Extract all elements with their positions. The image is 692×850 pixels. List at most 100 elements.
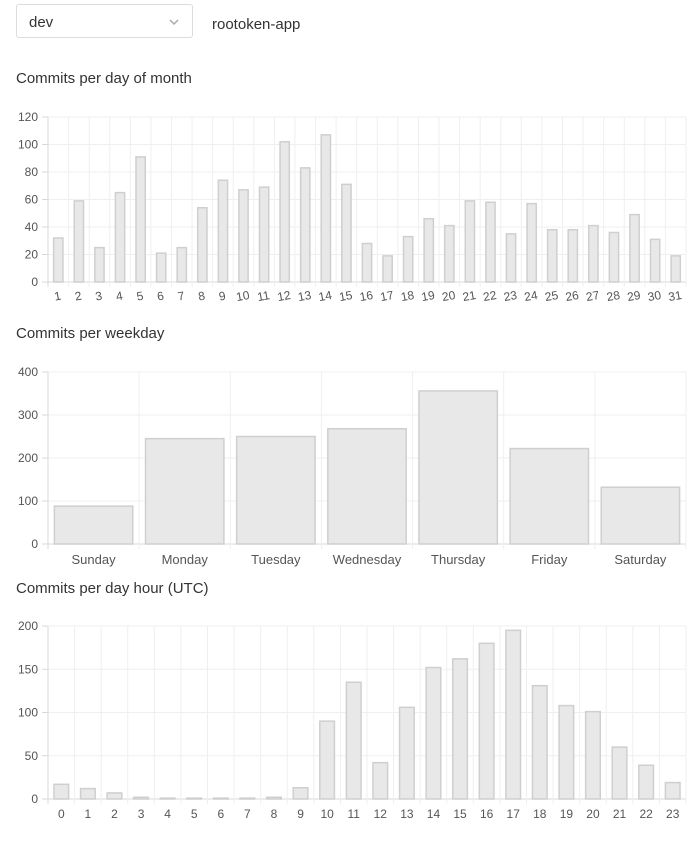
bar[interactable] (186, 797, 203, 800)
x-tick-label: 27 (585, 288, 601, 304)
x-tick-label: 1 (85, 807, 92, 821)
bar[interactable] (176, 246, 188, 283)
bar[interactable] (79, 787, 96, 800)
x-tick-label: Friday (531, 552, 568, 567)
bar[interactable] (425, 666, 442, 800)
x-tick-label: 19 (560, 807, 574, 821)
bar[interactable] (159, 797, 176, 800)
bar[interactable] (53, 505, 134, 545)
bar[interactable] (327, 428, 407, 545)
bar[interactable] (567, 229, 579, 283)
x-tick-label: 30 (647, 288, 663, 304)
bar[interactable] (649, 238, 661, 283)
bar[interactable] (239, 797, 256, 800)
bar[interactable] (212, 797, 229, 800)
bar[interactable] (94, 246, 105, 283)
bar[interactable] (73, 200, 85, 283)
bar[interactable] (629, 213, 640, 283)
x-tick-label: 22 (639, 807, 653, 821)
bar[interactable] (638, 764, 655, 800)
y-tick-label: 120 (18, 110, 38, 124)
bar[interactable] (505, 233, 517, 283)
y-tick-label: 50 (25, 749, 39, 763)
bar[interactable] (53, 783, 70, 800)
x-tick-label: 20 (586, 807, 600, 821)
bar[interactable] (319, 720, 336, 800)
bar[interactable] (372, 761, 389, 800)
chart-title-day-hour: Commits per day hour (UTC) (16, 580, 209, 597)
bar[interactable] (238, 189, 249, 283)
bar[interactable] (478, 642, 495, 800)
bar[interactable] (217, 179, 229, 283)
x-tick-label: 23 (666, 807, 680, 821)
bar[interactable] (382, 255, 393, 283)
bar[interactable] (664, 781, 681, 800)
bar[interactable] (345, 681, 362, 800)
bar[interactable] (135, 156, 146, 283)
x-tick-label: 10 (235, 288, 251, 304)
bar[interactable] (423, 218, 435, 283)
x-tick-label: 24 (523, 288, 539, 304)
bar[interactable] (526, 202, 538, 283)
bar[interactable] (265, 796, 283, 800)
bar[interactable] (132, 796, 150, 800)
bar[interactable] (558, 704, 575, 800)
bar[interactable] (196, 207, 208, 283)
bar[interactable] (398, 706, 415, 800)
bar[interactable] (144, 437, 225, 545)
bar[interactable] (670, 255, 682, 283)
x-tick-label: 14 (317, 288, 333, 304)
bar[interactable] (155, 252, 167, 283)
branch-select[interactable]: dev (16, 4, 193, 38)
bar[interactable] (235, 435, 316, 545)
bar[interactable] (418, 390, 499, 545)
repo-name: rootoken-app (212, 16, 301, 33)
chevron-down-icon (169, 19, 179, 26)
y-tick-label: 200 (18, 451, 38, 465)
bar[interactable] (299, 167, 311, 283)
y-tick-label: 40 (25, 220, 39, 234)
x-tick-label: 9 (297, 807, 304, 821)
x-tick-label: 6 (156, 289, 165, 304)
bar[interactable] (485, 201, 496, 283)
bar[interactable] (292, 787, 309, 800)
bar[interactable] (531, 684, 548, 800)
bar[interactable] (464, 200, 476, 283)
bar[interactable] (451, 658, 469, 800)
branch-select-value: dev (29, 14, 54, 31)
x-tick-label: 11 (256, 288, 271, 304)
chart-commits-per-weekday: 0 100 200 300 400 Sunday Monday Tuesday Wednesda… (18, 365, 687, 567)
bar[interactable] (509, 447, 590, 545)
x-tick-label: 19 (420, 288, 436, 304)
bar[interactable] (361, 242, 373, 283)
bar[interactable] (443, 224, 455, 283)
y-tick-label: 300 (18, 408, 38, 422)
x-tick-label: 25 (544, 288, 560, 304)
bar[interactable] (341, 183, 352, 283)
bar[interactable] (505, 629, 522, 800)
x-tick-label: 3 (94, 289, 103, 304)
x-tick-label: Saturday (614, 552, 667, 567)
x-tick-label: Wednesday (333, 552, 402, 567)
bar[interactable] (608, 231, 620, 283)
bar[interactable] (106, 792, 123, 800)
y-tick-label: 200 (18, 619, 38, 633)
bar[interactable] (600, 486, 681, 545)
bar[interactable] (584, 710, 602, 800)
bar[interactable] (258, 186, 270, 283)
x-tick-label: 3 (138, 807, 145, 821)
y-tick-label: 100 (18, 494, 38, 508)
bar[interactable] (279, 141, 291, 283)
bar[interactable] (114, 191, 126, 283)
bar[interactable] (546, 229, 558, 283)
bar[interactable] (611, 746, 628, 800)
x-tick-label: 5 (135, 289, 144, 304)
x-tick-label: 21 (461, 288, 477, 304)
bar[interactable] (588, 224, 599, 283)
y-tick-label: 400 (18, 365, 38, 379)
bar[interactable] (320, 134, 332, 283)
bar[interactable] (402, 235, 414, 283)
bar[interactable] (52, 237, 64, 283)
